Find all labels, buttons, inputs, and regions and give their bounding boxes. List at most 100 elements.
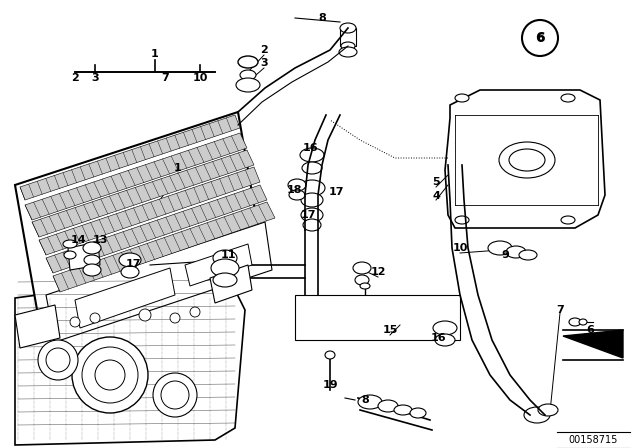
Polygon shape (39, 167, 260, 255)
Text: 19: 19 (322, 380, 338, 390)
Circle shape (153, 373, 197, 417)
Text: 1: 1 (174, 163, 182, 173)
Ellipse shape (301, 208, 323, 222)
Ellipse shape (561, 94, 575, 102)
Text: 10: 10 (452, 243, 468, 253)
Ellipse shape (238, 56, 258, 68)
Circle shape (161, 381, 189, 409)
Text: 7: 7 (556, 305, 564, 315)
Polygon shape (46, 185, 267, 273)
Polygon shape (15, 270, 245, 445)
Text: 3: 3 (260, 58, 268, 68)
Circle shape (82, 347, 138, 403)
Text: 8: 8 (318, 13, 326, 23)
Polygon shape (53, 202, 275, 292)
Text: 15: 15 (382, 325, 397, 335)
Ellipse shape (211, 259, 239, 277)
Ellipse shape (340, 23, 356, 33)
Text: 3: 3 (91, 73, 99, 83)
Text: 17: 17 (328, 187, 344, 197)
Ellipse shape (455, 94, 469, 102)
Ellipse shape (355, 275, 369, 285)
Text: 16: 16 (302, 143, 318, 153)
Ellipse shape (579, 319, 587, 325)
Ellipse shape (289, 190, 305, 200)
Ellipse shape (119, 253, 141, 267)
Text: 5: 5 (432, 177, 440, 187)
Text: 2: 2 (260, 45, 268, 55)
Polygon shape (295, 295, 460, 340)
Ellipse shape (302, 162, 322, 174)
Circle shape (95, 360, 125, 390)
Ellipse shape (378, 400, 398, 412)
Text: 14: 14 (70, 235, 86, 245)
Polygon shape (185, 244, 252, 286)
Ellipse shape (435, 334, 455, 346)
Ellipse shape (569, 318, 581, 326)
Ellipse shape (455, 216, 469, 224)
Ellipse shape (341, 42, 355, 50)
Text: 4: 4 (432, 191, 440, 201)
Circle shape (90, 313, 100, 323)
Ellipse shape (506, 246, 526, 258)
Ellipse shape (353, 262, 371, 274)
Circle shape (190, 307, 200, 317)
Text: 8: 8 (361, 395, 369, 405)
Polygon shape (68, 242, 100, 270)
Ellipse shape (303, 219, 321, 231)
Ellipse shape (300, 148, 324, 162)
Text: 16: 16 (430, 333, 446, 343)
Circle shape (46, 348, 70, 372)
Ellipse shape (64, 251, 76, 259)
Circle shape (70, 317, 80, 327)
Text: 9: 9 (501, 250, 509, 260)
Circle shape (72, 337, 148, 413)
Circle shape (139, 309, 151, 321)
FancyBboxPatch shape (340, 28, 356, 46)
Ellipse shape (301, 193, 323, 207)
Text: 7: 7 (161, 73, 169, 83)
Polygon shape (46, 222, 272, 342)
Ellipse shape (509, 149, 545, 171)
Ellipse shape (519, 250, 537, 260)
Ellipse shape (325, 351, 335, 359)
Polygon shape (32, 150, 254, 237)
Ellipse shape (121, 266, 139, 278)
Circle shape (170, 313, 180, 323)
Ellipse shape (488, 241, 512, 255)
Text: 11: 11 (220, 250, 236, 260)
Text: 2: 2 (71, 73, 79, 83)
Ellipse shape (433, 321, 457, 335)
Polygon shape (563, 330, 623, 358)
Polygon shape (445, 90, 605, 228)
Text: 6: 6 (535, 31, 545, 45)
Text: 12: 12 (371, 267, 386, 277)
Ellipse shape (236, 78, 260, 92)
Text: 18: 18 (286, 185, 301, 195)
Polygon shape (15, 305, 60, 348)
Ellipse shape (213, 273, 237, 287)
Text: 17: 17 (300, 210, 316, 220)
Circle shape (38, 340, 78, 380)
Text: 6: 6 (586, 325, 594, 335)
Ellipse shape (83, 264, 101, 276)
Ellipse shape (410, 408, 426, 418)
Polygon shape (25, 133, 247, 220)
Ellipse shape (524, 407, 550, 423)
Text: 13: 13 (92, 235, 108, 245)
Ellipse shape (538, 404, 558, 416)
Polygon shape (210, 265, 252, 303)
Polygon shape (15, 112, 265, 338)
Ellipse shape (63, 240, 77, 248)
Circle shape (522, 20, 558, 56)
Ellipse shape (499, 142, 555, 178)
Text: 00158715: 00158715 (568, 435, 618, 445)
Ellipse shape (394, 405, 412, 415)
Text: 17: 17 (125, 259, 141, 269)
Polygon shape (75, 268, 175, 328)
Text: 1: 1 (151, 49, 159, 59)
Ellipse shape (83, 242, 101, 254)
Ellipse shape (288, 179, 306, 191)
Ellipse shape (84, 255, 100, 265)
Text: 10: 10 (192, 73, 208, 83)
